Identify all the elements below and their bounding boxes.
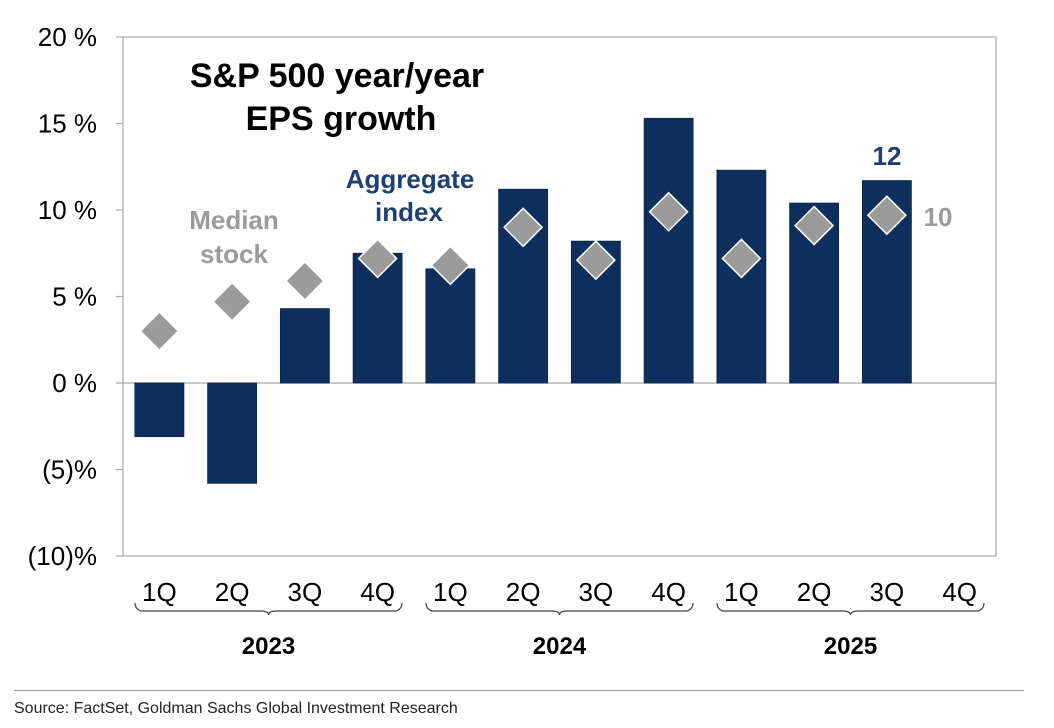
x-tick-label: 2Q [506, 577, 541, 607]
median-diamond [212, 281, 253, 322]
median-diamond [721, 238, 762, 279]
x-tick-label: 1Q [724, 577, 759, 607]
diamond-value-label: 10 [924, 202, 953, 232]
bar [425, 268, 476, 384]
x-tick-label: 4Q [651, 577, 686, 607]
x-tick-label: 3Q [288, 577, 323, 607]
y-tick-label: 10 % [38, 195, 97, 225]
year-bracket [425, 602, 694, 616]
year-bracket [716, 602, 985, 616]
bar-value-label: 12 [873, 141, 902, 171]
y-tick-label: 5 % [52, 282, 97, 312]
y-tick-label: 0 % [52, 368, 97, 398]
median-diamond [648, 191, 689, 232]
x-tick-label: 3Q [870, 577, 905, 607]
x-tick-label: 4Q [942, 577, 977, 607]
aggregate-label-line-2: index [375, 197, 443, 227]
x-tick-label: 4Q [360, 577, 395, 607]
median-diamond [284, 260, 325, 301]
median-diamond [794, 205, 835, 246]
median-label-line-1: Median [189, 205, 279, 235]
bar [643, 117, 694, 384]
median-diamond [866, 195, 907, 236]
x-tick-label: 2Q [215, 577, 250, 607]
year-bracket [134, 602, 403, 616]
y-tick-label: (10)% [28, 541, 97, 571]
median-diamond [575, 240, 616, 281]
x-tick-label: 1Q [142, 577, 177, 607]
source-note: Source: FactSet, Goldman Sachs Global In… [14, 700, 458, 717]
median-diamond [430, 245, 471, 286]
y-tick-label: 20 % [38, 22, 97, 52]
bar [570, 240, 621, 384]
year-label: 2023 [242, 633, 295, 660]
x-tick-label: 1Q [433, 577, 468, 607]
y-tick-label: (5)% [42, 455, 97, 485]
bar [279, 308, 330, 384]
median-diamond [503, 207, 544, 248]
median-label-line-2: stock [200, 239, 268, 269]
median-diamond [357, 238, 398, 279]
eps-growth-chart: 20 % 15 % 10 % 5 % 0 % (5)% (10)% 1Q 2Q 3Q 4Q 1Q 2Q 3… [28, 22, 997, 660]
x-tick-label: 3Q [579, 577, 614, 607]
aggregate-label-line-1: Aggregate [346, 164, 475, 194]
chart-title-line-1: S&P 500 year/year [190, 57, 484, 95]
y-tick-label: 15 % [38, 109, 97, 139]
x-tick-label: 2Q [797, 577, 832, 607]
bar [207, 382, 258, 484]
median-diamond [139, 311, 180, 352]
year-label: 2025 [824, 633, 877, 660]
bar [134, 382, 185, 438]
chart-title-line-2: EPS growth [246, 100, 437, 138]
year-label: 2024 [533, 633, 587, 660]
source-divider [14, 690, 1024, 691]
